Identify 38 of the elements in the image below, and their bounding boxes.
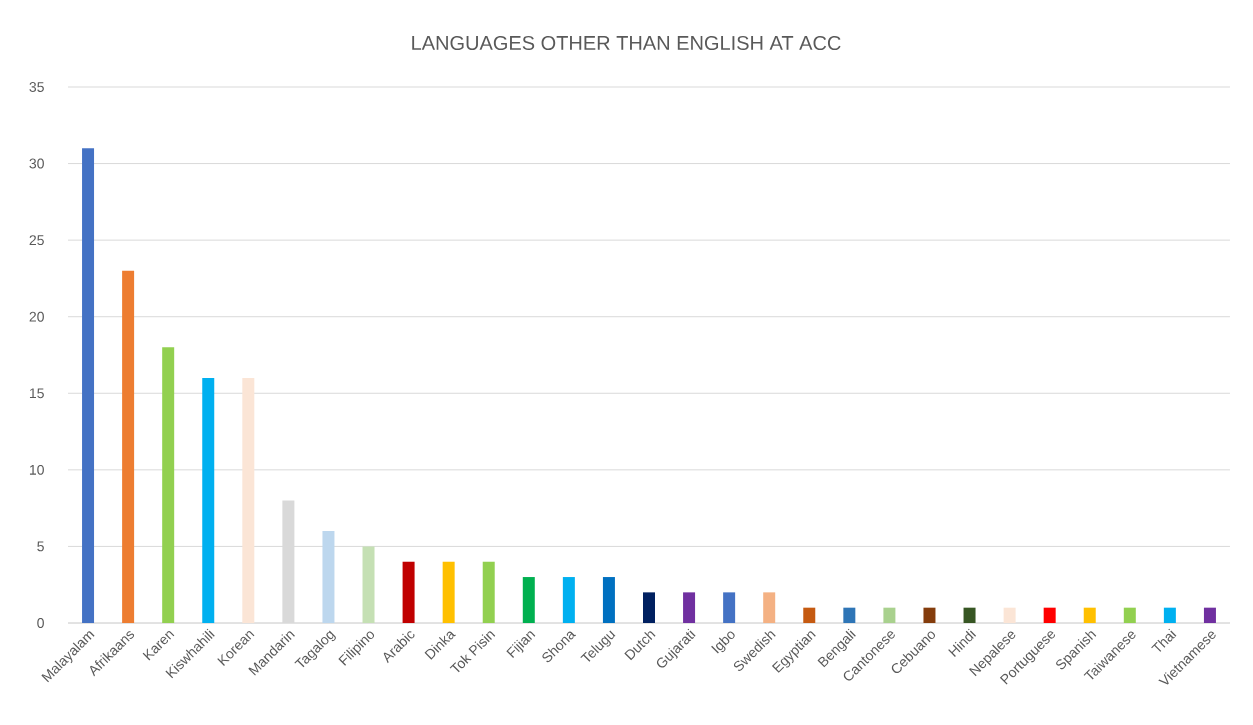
bar xyxy=(1123,607,1136,623)
bar xyxy=(683,592,696,623)
bar xyxy=(602,577,615,623)
bar xyxy=(82,148,95,623)
bar xyxy=(402,561,415,623)
x-tick-label: Igbo xyxy=(711,631,735,654)
y-tick-label: 35 xyxy=(29,82,44,92)
y-tick-label: 10 xyxy=(29,464,44,475)
y-tick-label: 5 xyxy=(37,541,44,552)
y-tick-label: 25 xyxy=(29,235,44,246)
bar xyxy=(803,607,816,623)
bar xyxy=(162,347,175,623)
bar xyxy=(1083,607,1096,623)
bar xyxy=(482,561,495,623)
y-tick-label: 20 xyxy=(29,311,44,322)
bar xyxy=(202,377,215,623)
bar xyxy=(442,561,455,623)
bar xyxy=(763,592,776,623)
y-tick-label: 15 xyxy=(29,388,44,399)
bar xyxy=(522,577,535,623)
y-tick-label: 0 xyxy=(37,618,44,628)
bar xyxy=(1163,607,1176,623)
chart-title: LANGUAGES OTHER THAN ENGLISH AT ACC xyxy=(412,35,841,51)
bar xyxy=(963,607,976,623)
bar xyxy=(1043,607,1056,623)
bar xyxy=(923,607,936,623)
bar xyxy=(122,270,135,623)
bar xyxy=(242,377,255,623)
bar xyxy=(562,577,575,623)
bar xyxy=(723,592,736,623)
bar xyxy=(1003,607,1016,623)
bar xyxy=(322,531,335,623)
bar xyxy=(843,607,856,623)
bar xyxy=(1203,607,1216,623)
bar xyxy=(883,607,896,623)
bar xyxy=(362,546,375,623)
bar xyxy=(643,592,655,623)
y-tick-label: 30 xyxy=(29,158,44,169)
